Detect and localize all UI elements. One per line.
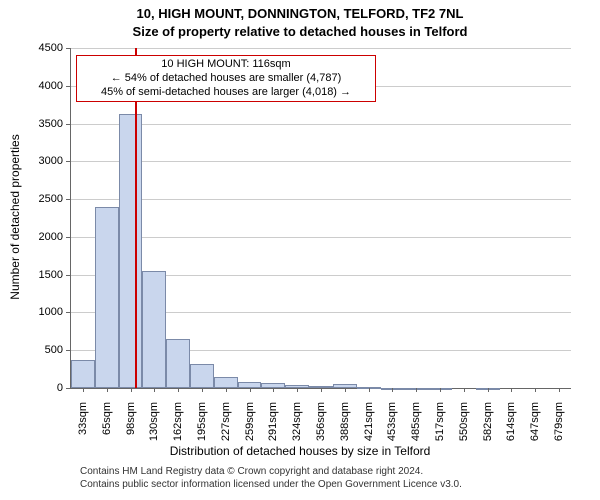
histogram-bar (71, 360, 95, 388)
annotation-box: 10 HIGH MOUNT: 116sqm ← 54% of detached h… (76, 55, 376, 102)
x-tick-mark (369, 388, 370, 392)
footnote: Contains HM Land Registry data © Crown c… (80, 466, 462, 491)
x-tick-mark (488, 388, 489, 392)
grid-line (71, 237, 571, 238)
x-tick-mark (273, 388, 274, 392)
y-tick-label: 4000 (23, 80, 63, 92)
x-tick-mark (107, 388, 108, 392)
y-tick-mark (66, 388, 70, 389)
x-axis-label: Distribution of detached houses by size … (0, 444, 600, 458)
grid-line (71, 48, 571, 49)
y-tick-label: 1500 (23, 269, 63, 281)
x-tick-mark (297, 388, 298, 392)
y-tick-mark (66, 161, 70, 162)
x-tick-mark (392, 388, 393, 392)
y-tick-label: 0 (23, 382, 63, 394)
y-tick-mark (66, 350, 70, 351)
histogram-bar (119, 114, 143, 388)
x-tick-mark (559, 388, 560, 392)
y-tick-mark (66, 275, 70, 276)
x-tick-mark (226, 388, 227, 392)
x-tick-mark (154, 388, 155, 392)
y-tick-mark (66, 312, 70, 313)
x-tick-mark (202, 388, 203, 392)
histogram-bar (214, 377, 238, 388)
histogram-bar (142, 271, 166, 388)
x-tick-mark (440, 388, 441, 392)
x-tick-mark (250, 388, 251, 392)
chart-container: { "title1": "10, HIGH MOUNT, DONNINGTON,… (0, 0, 600, 500)
annotation-line-1: 10 HIGH MOUNT: 116sqm (161, 58, 290, 70)
x-tick-mark (511, 388, 512, 392)
x-tick-mark (345, 388, 346, 392)
annotation-line-3: 45% of semi-detached houses are larger (… (101, 86, 351, 98)
y-tick-mark (66, 237, 70, 238)
grid-line (71, 199, 571, 200)
y-tick-label: 4500 (23, 42, 63, 54)
y-tick-mark (66, 86, 70, 87)
x-tick-mark (535, 388, 536, 392)
histogram-bar (95, 207, 119, 388)
page-title-2: Size of property relative to detached ho… (0, 24, 600, 39)
y-tick-label: 3000 (23, 155, 63, 167)
footnote-line-1: Contains HM Land Registry data © Crown c… (80, 466, 423, 477)
footnote-line-2: Contains public sector information licen… (80, 479, 462, 490)
y-tick-mark (66, 199, 70, 200)
y-tick-label: 3500 (23, 118, 63, 130)
y-axis-label: Number of detached properties (8, 47, 22, 387)
annotation-line-2: ← 54% of detached houses are smaller (4,… (111, 72, 342, 84)
y-tick-label: 500 (23, 344, 63, 356)
x-tick-mark (83, 388, 84, 392)
page-title-1: 10, HIGH MOUNT, DONNINGTON, TELFORD, TF2… (0, 6, 600, 21)
y-tick-label: 1000 (23, 306, 63, 318)
histogram-bar (166, 339, 190, 388)
x-tick-mark (416, 388, 417, 392)
grid-line (71, 124, 571, 125)
histogram-bar (190, 364, 214, 388)
y-tick-mark (66, 48, 70, 49)
grid-line (71, 161, 571, 162)
y-tick-label: 2500 (23, 193, 63, 205)
y-tick-label: 2000 (23, 231, 63, 243)
x-tick-mark (321, 388, 322, 392)
x-tick-mark (131, 388, 132, 392)
x-tick-mark (178, 388, 179, 392)
x-tick-mark (464, 388, 465, 392)
y-tick-mark (66, 124, 70, 125)
